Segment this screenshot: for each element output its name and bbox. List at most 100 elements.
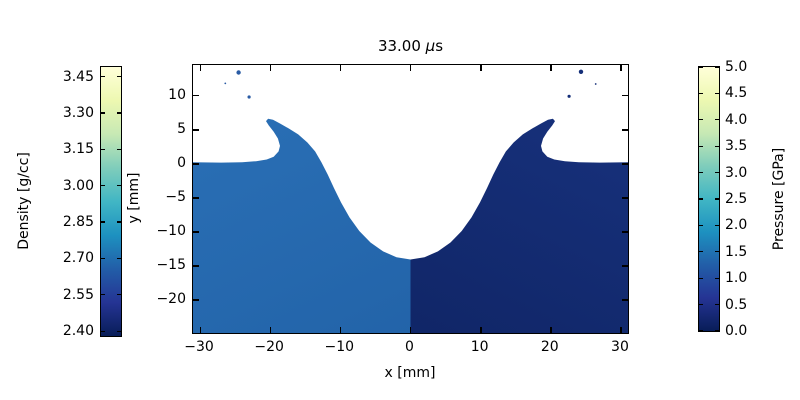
- colorbar-tick: [715, 66, 719, 68]
- colorbar-tick: [715, 330, 719, 332]
- x-axis-tick: [339, 327, 342, 333]
- x-axis-tick: [550, 327, 552, 333]
- title-unit-s: s: [435, 37, 444, 55]
- ejecta-droplet: [224, 82, 227, 85]
- y-axis-tick: [193, 129, 199, 131]
- colorbar-tick-label: 0.0: [725, 323, 748, 339]
- x-axis-tick: [269, 327, 272, 333]
- colorbar-tick: [101, 330, 105, 332]
- colorbar-tick-label: 3.45: [62, 68, 94, 85]
- colorbar-tick: [101, 185, 105, 187]
- y-tick-label: 0: [177, 154, 186, 171]
- title-mu-symbol: μ: [425, 37, 436, 55]
- y-axis-tick: [193, 231, 199, 233]
- colorbar-tick: [699, 277, 703, 279]
- colorbar-tick: [117, 112, 121, 114]
- x-axis-label: x [mm]: [384, 365, 436, 381]
- colorbar-tick-label: 2.40: [62, 323, 94, 340]
- colorbar-tick-label: 0.5: [725, 296, 748, 313]
- y-tick-label: 10: [168, 86, 186, 103]
- x-axis-tick-top: [199, 65, 201, 71]
- colorbar-tick: [117, 76, 121, 78]
- colorbar-tick-label: 2.5: [725, 191, 748, 207]
- colorbar-tick-label: 1.5: [725, 243, 748, 260]
- ejecta-droplet: [578, 69, 584, 74]
- x-tick-label: 30: [611, 339, 629, 355]
- colorbar-tick: [715, 172, 719, 174]
- y-tick-label: −10: [156, 222, 186, 239]
- colorbar-tick: [715, 224, 719, 226]
- colorbar-tick: [101, 112, 105, 114]
- colorbar-tick-label: 3.00: [62, 177, 94, 194]
- plot-axes-frame: [192, 64, 629, 334]
- colorbar-tick: [117, 185, 121, 187]
- ejecta-droplet: [567, 94, 571, 98]
- colorbar-tick: [699, 251, 703, 253]
- y-axis-tick: [193, 299, 199, 301]
- x-tick-label: −20: [254, 339, 284, 355]
- x-axis-tick: [410, 327, 412, 333]
- colorbar-tick: [101, 221, 105, 223]
- colorbar-tick: [117, 330, 121, 332]
- x-tick-label: 20: [540, 339, 559, 355]
- colorbar-tick: [715, 92, 719, 94]
- x-axis-tick: [620, 327, 622, 333]
- colorbar-tick: [699, 92, 703, 94]
- density-region: [193, 118, 411, 333]
- y-axis-tick-right: [622, 197, 628, 199]
- x-axis-tick: [480, 327, 482, 333]
- y-axis-tick: [193, 197, 199, 199]
- y-axis-tick-right: [622, 129, 628, 131]
- ejecta-droplet: [594, 83, 597, 85]
- x-tick-label: 0: [405, 339, 414, 355]
- colorbar-tick: [101, 76, 105, 78]
- y-tick-label: 5: [177, 120, 186, 137]
- colorbar-tick-label: 4.5: [725, 85, 748, 102]
- colorbar-tick: [715, 251, 719, 253]
- colorbar-tick-label: 2.70: [62, 250, 94, 267]
- colorbar-tick: [699, 224, 703, 226]
- colorbar-tick: [117, 257, 121, 260]
- colorbar-tick: [699, 119, 703, 121]
- x-tick-label: 10: [470, 339, 489, 355]
- x-axis-tick-top: [269, 65, 272, 71]
- colorbar-tick: [715, 145, 719, 147]
- colorbar-tick: [715, 277, 719, 279]
- x-axis-tick-top: [339, 65, 342, 71]
- x-axis-tick-top: [550, 65, 552, 71]
- colorbar-tick: [117, 294, 121, 296]
- pressure-region: [410, 118, 628, 333]
- colorbar-tick: [101, 148, 105, 150]
- colorbar-tick: [699, 172, 703, 174]
- colorbar-tick-label: 3.5: [725, 138, 748, 155]
- pressure-colorbar: [698, 66, 720, 332]
- y-axis-tick-right: [622, 299, 628, 301]
- colorbar-tick: [715, 119, 719, 121]
- y-tick-label: −5: [165, 188, 186, 205]
- y-axis-tick-right: [622, 163, 628, 165]
- y-tick-label: −20: [156, 290, 186, 307]
- x-axis-tick-top: [620, 65, 622, 71]
- y-tick-label: −15: [156, 256, 186, 273]
- colorbar-tick-label: 3.0: [725, 164, 748, 181]
- colorbar-tick-label: 2.55: [62, 286, 94, 303]
- x-tick-label: −10: [324, 339, 355, 355]
- x-tick-label: −30: [184, 339, 214, 355]
- colorbar-tick-label: 1.0: [725, 270, 748, 287]
- colorbar-tick: [117, 148, 121, 150]
- colorbar-tick: [699, 304, 703, 306]
- colorbar-tick-label: 4.0: [725, 111, 748, 128]
- y-axis-tick: [193, 163, 199, 165]
- colorbar-tick: [715, 304, 719, 306]
- x-axis-tick-top: [410, 65, 412, 71]
- colorbar-tick-label: 3.30: [62, 105, 94, 122]
- colorbar-tick: [699, 198, 703, 200]
- ejecta-droplet: [247, 95, 251, 99]
- colorbar-tick: [699, 330, 703, 332]
- colorbar-tick-label: 5.0: [725, 59, 748, 75]
- colorbar-tick: [117, 221, 121, 223]
- colorbar-tick: [101, 294, 105, 296]
- y-axis-tick-right: [622, 231, 628, 233]
- y-axis-tick-right: [622, 95, 628, 97]
